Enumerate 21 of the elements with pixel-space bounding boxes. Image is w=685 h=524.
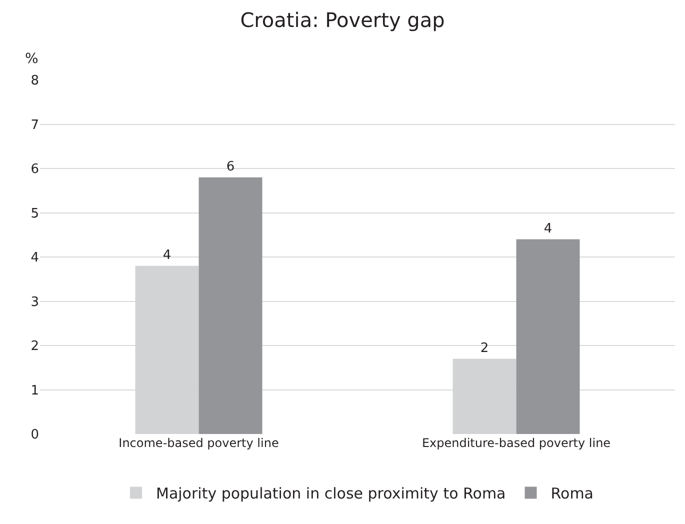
data-label: 6 <box>226 159 235 174</box>
y-tick-label: 1 <box>30 383 39 398</box>
bar <box>198 177 262 434</box>
chart-title: Croatia: Poverty gap <box>240 8 445 32</box>
y-tick-label: 3 <box>30 294 39 310</box>
y-tick-label: 4 <box>30 250 39 266</box>
bar <box>516 239 580 434</box>
y-tick-label: 8 <box>30 74 39 89</box>
y-tick-label: 2 <box>30 339 39 354</box>
legend-label: Majority population in close proximity to Roma <box>156 484 506 503</box>
y-tick-label: 6 <box>30 162 39 178</box>
y-tick-label: 7 <box>30 118 39 133</box>
y-axis-title: % <box>25 51 38 67</box>
y-tick-label: 0 <box>30 428 39 443</box>
y-tick-label: 5 <box>30 206 39 222</box>
x-tick-label: Expenditure-based poverty line <box>422 436 611 450</box>
data-label: 4 <box>544 221 552 236</box>
data-label: 2 <box>480 340 489 356</box>
legend-label: Roma <box>550 484 594 503</box>
x-tick-label: Income-based poverty line <box>118 436 279 450</box>
data-label: 4 <box>162 248 172 263</box>
